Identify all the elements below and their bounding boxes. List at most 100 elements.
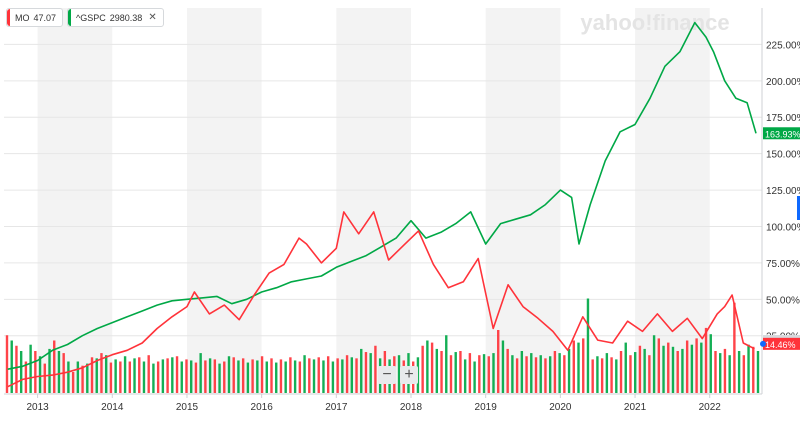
volume-bar: [615, 359, 618, 393]
volume-bar: [123, 356, 127, 393]
volume-bar: [629, 355, 632, 393]
close-icon[interactable]: ✕: [148, 12, 157, 23]
volume-bar: [171, 357, 174, 393]
zoom-controls: − +: [378, 366, 418, 384]
legend-swatch-mo: [7, 9, 10, 26]
volume-bar: [624, 342, 627, 393]
volume-bar: [421, 345, 424, 393]
volume-bar: [449, 355, 453, 393]
volume-bar: [29, 344, 32, 393]
x-tick-label: 2013: [26, 402, 49, 413]
volume-bar: [81, 365, 84, 393]
volume-bar: [586, 298, 590, 393]
last-value-gspc-bg: [763, 127, 800, 140]
volume-bar: [733, 302, 736, 393]
volume-bar: [600, 358, 604, 393]
y-tick-label: 200.00%: [766, 77, 800, 88]
volume-bar: [10, 340, 13, 393]
volume-bar: [279, 359, 283, 393]
volume-bar: [95, 358, 98, 393]
volume-bar: [501, 340, 505, 393]
x-tick-label: 2022: [699, 402, 722, 413]
volume-bar: [100, 353, 103, 393]
legend-swatch-gspc: [68, 9, 72, 26]
volume-bar: [322, 360, 325, 393]
volume-bar: [38, 356, 42, 393]
zoom-out-button[interactable]: −: [378, 366, 396, 384]
volume-bar: [308, 358, 311, 393]
y-tick-label: 225.00%: [766, 40, 800, 51]
volume-bar: [19, 351, 23, 393]
volume-bar: [605, 353, 609, 393]
watermark: yahoo!finance: [580, 10, 729, 35]
y-tick-label: 75.00%: [766, 259, 800, 270]
series-line-mo: [7, 211, 755, 388]
current-dot: [760, 340, 766, 347]
volume-bar: [445, 335, 448, 393]
volume-bar: [199, 353, 202, 393]
volume-bar: [539, 355, 542, 393]
volume-bar: [336, 358, 339, 393]
volume-bar: [487, 356, 490, 393]
legend-symbol-gspc: ^GSPC: [76, 12, 106, 23]
volume-bar: [293, 360, 297, 393]
volume-bar: [454, 352, 457, 393]
volume-bar: [213, 359, 217, 393]
volume-bar: [459, 351, 462, 393]
volume-bar: [237, 360, 240, 393]
volume-bar: [685, 340, 689, 393]
volume-bar: [71, 372, 75, 393]
year-band-2015: [186, 8, 262, 394]
volume-bar: [756, 351, 760, 393]
volume-bar: [544, 358, 547, 393]
last-value-gspc: 163.93%: [765, 129, 800, 139]
legend: MO 47.07 ^GSPC 2980.38 ✕: [6, 8, 164, 27]
volume-bar: [355, 358, 358, 393]
volume-bar: [662, 345, 665, 393]
y-tick-label: 125.00%: [766, 186, 800, 197]
volume-bar: [525, 356, 528, 393]
volume-bar: [152, 363, 155, 393]
volume-bar: [747, 344, 750, 393]
y-tick-label: 100.00%: [766, 222, 800, 233]
x-tick-label: 2019: [475, 402, 498, 413]
volume-bar: [15, 345, 18, 393]
volume-bar: [114, 359, 117, 393]
volume-bar: [303, 355, 306, 393]
x-tick-label: 2021: [624, 402, 647, 413]
volume-bar: [577, 342, 580, 393]
volume-bar: [53, 340, 56, 393]
volume-bar: [723, 348, 727, 393]
volume-bar: [671, 346, 675, 393]
volume-bar: [435, 348, 439, 393]
volume-bar: [5, 335, 9, 393]
volume-bar: [572, 340, 575, 393]
volume-bar: [194, 362, 198, 393]
volume-bar: [709, 334, 712, 393]
zoom-in-button[interactable]: +: [400, 366, 418, 384]
volume-bar: [426, 340, 429, 393]
volume-bar: [657, 338, 661, 393]
volume-bar: [232, 357, 235, 393]
volume-bar: [133, 358, 136, 393]
volume-bar: [704, 327, 708, 393]
volume-bar: [690, 344, 694, 393]
volume-bar: [241, 358, 245, 393]
volume-bar: [648, 355, 651, 393]
volume-bar: [251, 359, 254, 393]
volume-bar: [596, 356, 599, 393]
volume-bar: [312, 359, 316, 393]
legend-chip-mo[interactable]: MO 47.07: [6, 8, 64, 27]
x-tick-label: 2015: [176, 402, 199, 413]
volume-bar: [582, 338, 585, 393]
x-tick-label: 2017: [325, 402, 348, 413]
volume-bar: [246, 362, 250, 393]
legend-chip-gspc[interactable]: ^GSPC 2980.38 ✕: [67, 8, 164, 27]
volume-bar: [591, 359, 594, 393]
edge-handle: [797, 196, 800, 220]
year-band-2013: [37, 8, 113, 394]
volume-bar: [534, 357, 538, 393]
volume-bar: [633, 352, 637, 393]
